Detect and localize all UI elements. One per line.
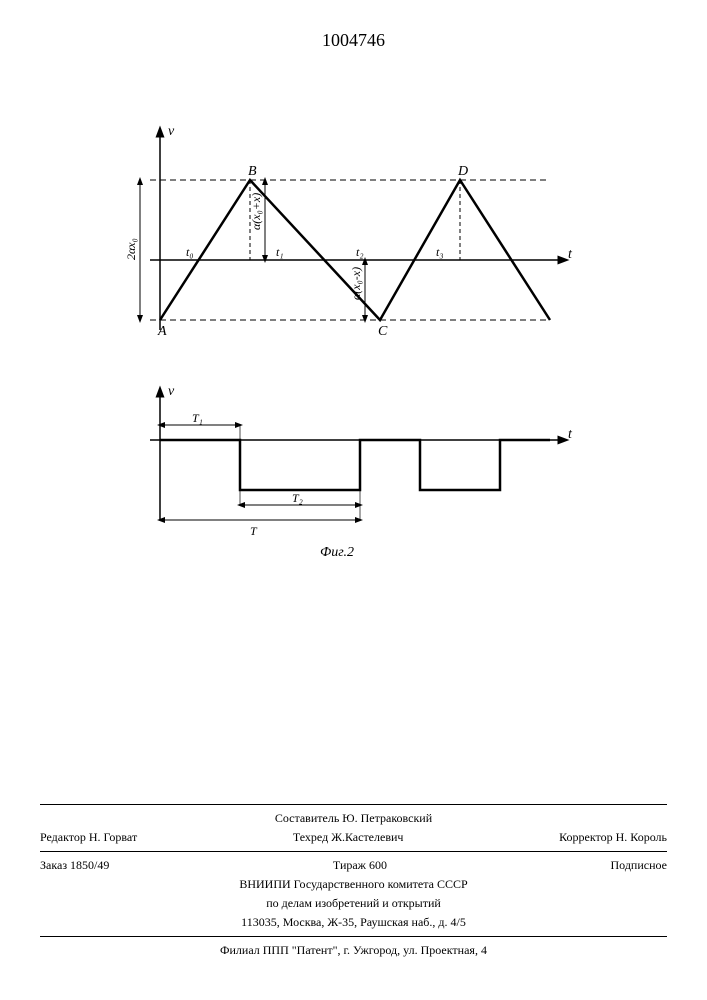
t1-label: t₁ — [276, 245, 284, 259]
footer-subscription: Подписное — [611, 858, 668, 873]
footer-addr: 113035, Москва, Ж-35, Раушская наб., д. … — [40, 913, 667, 932]
t2-label: t₂ — [356, 245, 364, 259]
t3-label: t₃ — [436, 245, 444, 259]
figure-label: Фиг.2 — [320, 545, 354, 561]
left-amplitude-label: 2αx₀ — [124, 238, 138, 260]
mid-left-label: α(x₀+x) — [249, 193, 263, 230]
T-label: T — [250, 524, 258, 538]
footer-org1: ВНИИПИ Государственного комитета СССР — [40, 875, 667, 894]
T1-label: T₁ — [192, 411, 203, 425]
point-C: C — [378, 324, 388, 339]
page: 1004746 v t A B C — [0, 0, 707, 1000]
y-axis-label: v — [168, 124, 175, 139]
chart2-pulse-wave: v t T₁ T₂ T — [120, 380, 580, 560]
x-axis-label: t — [568, 247, 573, 262]
footer-tirazh: Тираж 600 — [333, 858, 387, 873]
point-D: D — [457, 164, 468, 179]
t0-label: t₀ — [186, 245, 194, 259]
footer: Составитель Ю. Петраковский Редактор Н. … — [40, 800, 667, 960]
footer-org2: по делам изобретений и открытий — [40, 894, 667, 913]
point-B: B — [248, 164, 257, 179]
x-axis-label-2: t — [568, 427, 573, 442]
point-A: A — [157, 324, 167, 339]
mid-right-label: α(x₀-x) — [349, 267, 363, 300]
chart1-triangular-wave: v t A B C D t₀ t₁ t₂ t₃ 2αx₀ α(x₀+x) α(x… — [120, 100, 580, 350]
footer-corrector: Корректор Н. Король — [559, 830, 667, 845]
footer-techred: Техред Ж.Кастелевич — [293, 830, 404, 845]
footer-editor: Редактор Н. Горват — [40, 830, 137, 845]
pulse-wave — [160, 440, 550, 490]
footer-compiler: Составитель Ю. Петраковский — [40, 809, 667, 828]
footer-bottom: Филиал ППП "Патент", г. Ужгород, ул. Про… — [40, 941, 667, 960]
patent-number: 1004746 — [0, 30, 707, 51]
footer-order: Заказ 1850/49 — [40, 858, 109, 873]
T2-label: T₂ — [292, 491, 303, 505]
y-axis-label-2: v — [168, 384, 175, 399]
